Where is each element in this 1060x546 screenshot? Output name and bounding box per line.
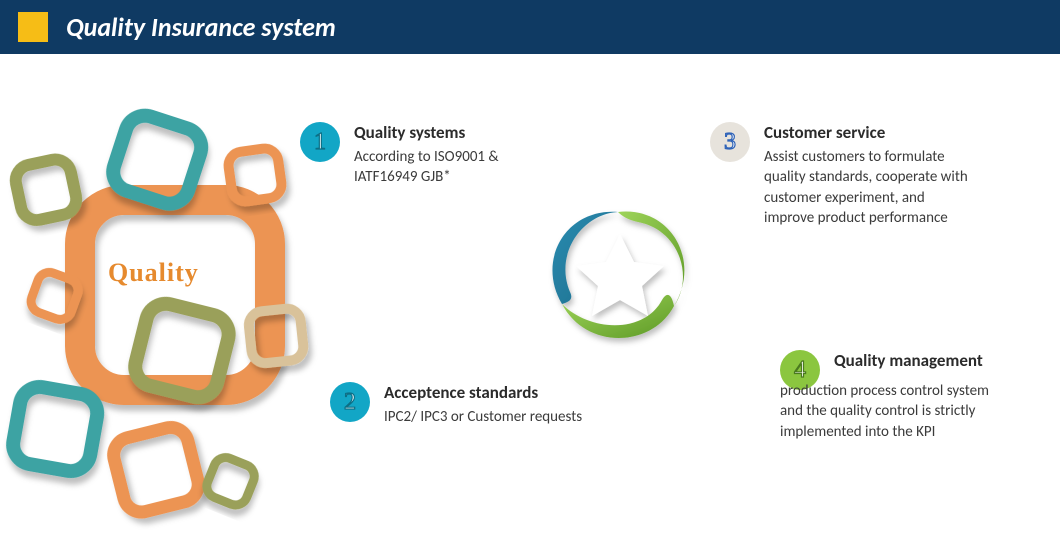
- item-text: Quality managementproduction process con…: [834, 350, 1000, 442]
- item-title: Acceptence standards: [384, 382, 582, 403]
- info-item-2: 2 Acceptence standards IPC2/ IPC3 or Custo…: [330, 382, 630, 427]
- item-body: IPC2/ IPC3 or Customer requests: [384, 407, 582, 427]
- info-item-3: 3 Customer service Assist customers to for…: [710, 122, 970, 228]
- decor-squares-cluster: [0, 70, 300, 540]
- item-body: According to ISO9001 & IATF16949 GJB*: [354, 147, 560, 188]
- info-item-4: 4Quality managementproduction process co…: [780, 350, 1000, 442]
- item-body: production process control system and th…: [780, 381, 1000, 442]
- slide-header: Quality Insurance system: [0, 0, 1060, 54]
- quality-word: Quality: [108, 258, 199, 288]
- slide-title: Quality Insurance system: [66, 11, 336, 43]
- item-title: Customer service: [764, 122, 970, 143]
- info-item-1: 1 Quality systems According to ISO9001 & I…: [300, 122, 560, 188]
- item-title: Quality management: [834, 350, 1000, 371]
- item-title: Quality systems: [354, 122, 560, 143]
- item-body: Assist customers to formulate quality st…: [764, 147, 970, 228]
- item-text: Acceptence standards IPC2/ IPC3 or Custom…: [384, 382, 582, 427]
- squares-svg: [0, 70, 320, 540]
- item-number-badge: 1: [300, 122, 340, 162]
- header-accent-square: [18, 12, 48, 42]
- star-swirl-icon: [540, 200, 700, 350]
- item-number-badge: 3: [710, 122, 750, 162]
- item-text: Customer service Assist customers to form…: [764, 122, 970, 228]
- item-number-badge: 2: [330, 382, 370, 422]
- item-text: Quality systems According to ISO9001 & IA…: [354, 122, 560, 188]
